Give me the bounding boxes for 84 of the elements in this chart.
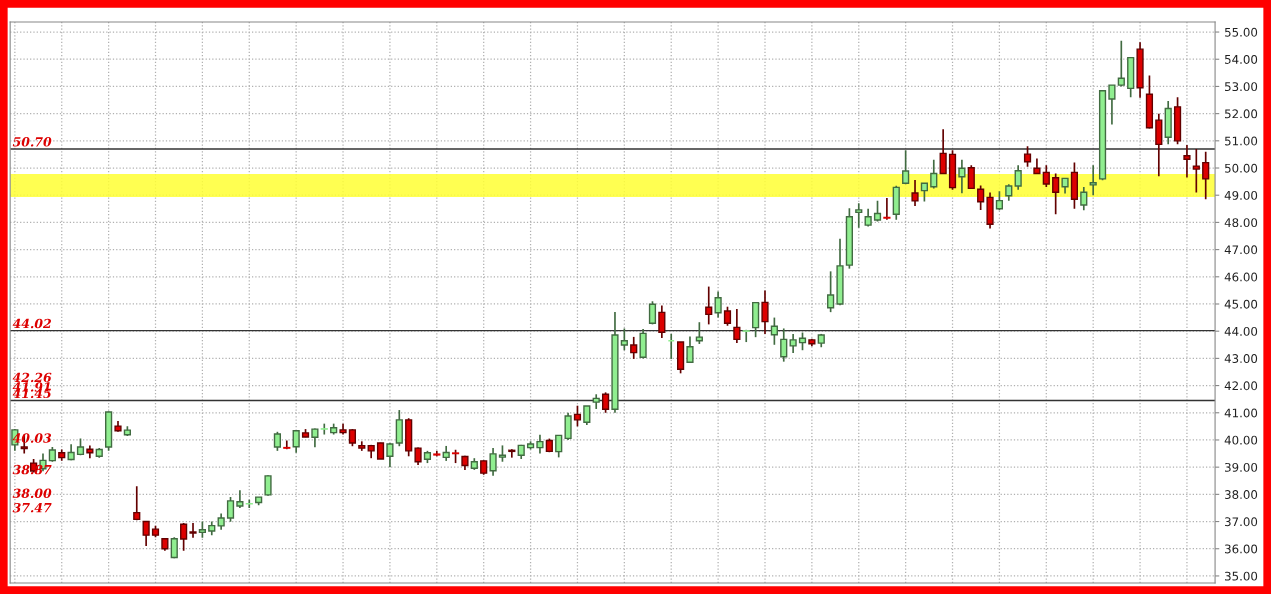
candlestick <box>573 404 582 428</box>
candlestick <box>761 289 769 335</box>
ref-line-label: 44.02 <box>12 318 52 329</box>
y-tick-label: 46.00 <box>1224 272 1258 282</box>
candlestick <box>1183 144 1191 179</box>
candlestick <box>920 182 928 203</box>
y-tick-label: 51.00 <box>1225 136 1258 146</box>
candlestick <box>770 316 778 346</box>
candlestick <box>658 304 666 339</box>
annotation: 38.00 <box>12 488 52 498</box>
y-tick-label: 52.00 <box>1225 109 1258 119</box>
candlestick <box>939 128 947 175</box>
candlestick <box>264 474 272 497</box>
candlestick <box>1117 39 1125 88</box>
y-tick-label: 39.00 <box>1225 462 1258 472</box>
candlestick <box>855 202 863 229</box>
annotation: 38.87 <box>12 464 52 475</box>
candlestick <box>695 321 703 345</box>
candlestick <box>1202 150 1210 201</box>
candlestick <box>226 496 235 523</box>
candlestick <box>630 336 638 360</box>
y-tick-label: 37.00 <box>1225 517 1258 527</box>
y-tick-label: 43.00 <box>1224 354 1258 364</box>
candlestick <box>902 149 910 186</box>
candlestick <box>1089 164 1097 197</box>
candlestick <box>742 328 750 343</box>
candlestick <box>311 427 319 449</box>
y-tick-label: 44.00 <box>1224 326 1258 336</box>
candlestick <box>714 290 722 319</box>
candlestick <box>780 327 788 363</box>
y-tick-label: 49.00 <box>1224 190 1258 200</box>
candlestick <box>620 327 628 352</box>
candlestick <box>1052 172 1060 216</box>
candlestick <box>583 405 591 426</box>
candlestick <box>1192 148 1200 194</box>
y-tick-label: 42.00 <box>1224 381 1258 391</box>
candlestick <box>555 434 563 459</box>
candlestick <box>1042 164 1050 188</box>
y-tick-label: 53.00 <box>1225 82 1258 92</box>
y-tick-label: 38.00 <box>1225 490 1258 500</box>
candlestick <box>133 485 141 522</box>
y-tick-label: 47.00 <box>1224 245 1258 255</box>
candlestick <box>705 285 713 326</box>
y-tick-label: 35.00 <box>1225 571 1258 581</box>
candlestick <box>827 270 835 313</box>
y-tick-label: 48.00 <box>1224 218 1258 228</box>
candlestick <box>977 184 985 211</box>
candlestick <box>536 433 544 455</box>
candlestick <box>189 522 197 539</box>
ref-line-label: 50.70 <box>12 137 52 147</box>
y-tick-label: 36.00 <box>1225 544 1258 554</box>
candlestick <box>564 411 572 441</box>
y-tick-label: 55.00 <box>1225 27 1258 37</box>
candlestick <box>489 447 497 477</box>
candlestick <box>686 335 694 364</box>
candlestick <box>733 308 741 344</box>
candlestick <box>723 305 732 327</box>
y-tick-label: 50.00 <box>1225 163 1258 173</box>
candlestick <box>911 179 919 207</box>
candlestick <box>273 430 282 452</box>
annotation: 37.47 <box>12 502 52 513</box>
candlestick <box>320 422 328 436</box>
candlestick <box>930 159 938 190</box>
candlestick <box>639 328 647 360</box>
candlestick <box>180 522 188 552</box>
y-tick-label: 41.00 <box>1224 408 1258 418</box>
annotation: 42.26 <box>12 372 52 383</box>
candlestick <box>1080 186 1088 212</box>
candlestick <box>1108 84 1116 126</box>
candlestick <box>958 159 966 195</box>
candlestick <box>142 520 150 547</box>
candlestick <box>873 199 882 223</box>
candlestick <box>789 333 797 354</box>
candlestick <box>967 164 975 190</box>
y-tick-label: 40.00 <box>1224 435 1258 445</box>
y-tick-label: 45.00 <box>1224 299 1258 309</box>
candlestick <box>1014 164 1022 191</box>
y-tick-label: 54.00 <box>1225 54 1258 64</box>
candlestick <box>395 409 403 448</box>
candlestick <box>1023 145 1032 168</box>
candlestick <box>292 429 300 454</box>
candlestick <box>883 197 891 221</box>
candlestick <box>601 391 610 414</box>
candlestick <box>386 441 394 468</box>
